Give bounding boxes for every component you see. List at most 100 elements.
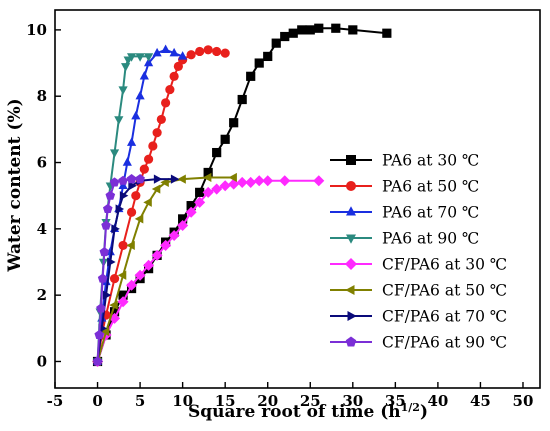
legend-item: PA6 at 30 ℃: [330, 152, 479, 170]
data-point: [280, 31, 290, 42]
data-point: [115, 204, 125, 214]
data-point: [186, 201, 196, 211]
data-point: [109, 177, 120, 187]
data-point: [126, 53, 137, 62]
legend-marker: [345, 336, 357, 347]
data-point: [96, 303, 106, 313]
data-point: [117, 270, 127, 280]
data-point: [143, 53, 154, 62]
legend-marker: [346, 206, 356, 216]
data-point: [143, 197, 152, 207]
x-axis-title-main: Square root of time (h: [188, 402, 401, 422]
legend-marker: [346, 234, 356, 244]
data-point: [195, 187, 205, 197]
data-point: [139, 71, 149, 80]
data-point: [219, 180, 231, 192]
data-point: [92, 356, 103, 366]
data-point: [245, 176, 257, 188]
data-point: [143, 154, 154, 164]
legend-item: PA6 at 70 ℃: [330, 204, 479, 222]
y-tick-label: 2: [37, 286, 47, 304]
series-line: [96, 176, 234, 362]
data-point: [203, 45, 213, 55]
data-point: [220, 134, 230, 144]
data-point: [173, 61, 183, 71]
data-point: [100, 327, 110, 337]
legend-label: PA6 at 30 ℃: [382, 152, 479, 170]
data-point: [105, 190, 116, 200]
data-point: [102, 290, 112, 300]
data-point: [177, 220, 189, 232]
legend-label: PA6 at 50 ℃: [382, 178, 479, 196]
data-point: [119, 191, 129, 201]
x-tick-label: 45: [470, 392, 491, 410]
data-point: [102, 203, 113, 214]
data-point: [253, 175, 265, 187]
data-point: [97, 273, 108, 283]
data-point: [148, 141, 158, 151]
x-axis-title-sup: 1/2: [401, 401, 420, 414]
data-point: [111, 224, 120, 234]
series-6: [92, 172, 237, 367]
data-point: [160, 239, 172, 251]
x-tick-label: 15: [215, 392, 236, 410]
legend-marker: [347, 311, 357, 321]
data-point: [134, 269, 146, 281]
x-tick-label: 20: [257, 392, 278, 410]
legend-marker: [345, 258, 357, 270]
legend-label: CF/PA6 at 90 ℃: [382, 334, 507, 352]
legend-item: PA6 at 50 ℃: [330, 178, 479, 196]
legend-item: CF/PA6 at 90 ℃: [330, 334, 507, 352]
data-point: [254, 58, 264, 68]
data-point: [177, 174, 186, 184]
y-tick-label: 4: [37, 220, 47, 238]
data-point: [202, 186, 214, 198]
data-point: [151, 184, 161, 194]
data-point: [139, 164, 149, 174]
data-point: [271, 38, 281, 48]
data-point: [160, 177, 169, 188]
data-point: [194, 196, 206, 208]
data-point: [126, 240, 135, 251]
legend-item: CF/PA6 at 70 ℃: [330, 308, 507, 326]
data-point: [126, 279, 138, 291]
x-tick-label: 5: [135, 392, 145, 410]
data-point: [228, 178, 240, 190]
data-point: [297, 25, 307, 35]
series-5: [92, 175, 325, 367]
data-point: [382, 28, 392, 38]
data-point: [211, 183, 223, 195]
data-point: [262, 175, 274, 187]
data-point: [117, 296, 129, 308]
data-point: [212, 46, 222, 57]
legend-marker: [346, 181, 356, 191]
x-axis-title-close: ): [420, 402, 428, 422]
x-tick-label: 0: [92, 392, 102, 410]
data-point: [246, 71, 256, 81]
legend-item: PA6 at 90 ℃: [330, 230, 479, 248]
data-point: [135, 174, 145, 184]
plot-frame: [54, 9, 541, 389]
x-tick-label: 30: [342, 392, 363, 410]
data-point: [168, 229, 180, 241]
data-point: [94, 329, 105, 340]
data-point: [121, 63, 131, 72]
x-tick-label: 35: [385, 392, 406, 410]
data-point: [331, 23, 341, 33]
data-point: [99, 246, 110, 257]
data-point: [109, 273, 120, 284]
x-tick-label: 25: [300, 392, 321, 410]
data-point: [169, 71, 179, 81]
legend-label: CF/PA6 at 50 ℃: [382, 282, 507, 300]
legend-label: CF/PA6 at 70 ℃: [382, 308, 507, 326]
data-point: [118, 86, 128, 95]
data-point: [305, 25, 315, 35]
data-point: [236, 176, 248, 188]
data-point: [165, 84, 175, 95]
y-tick-label: 0: [37, 352, 47, 370]
x-axis-title: Square root of time (h1/2): [188, 401, 428, 423]
data-point: [178, 51, 188, 60]
data-point: [126, 174, 137, 184]
legend-label: PA6 at 90 ℃: [382, 230, 479, 248]
